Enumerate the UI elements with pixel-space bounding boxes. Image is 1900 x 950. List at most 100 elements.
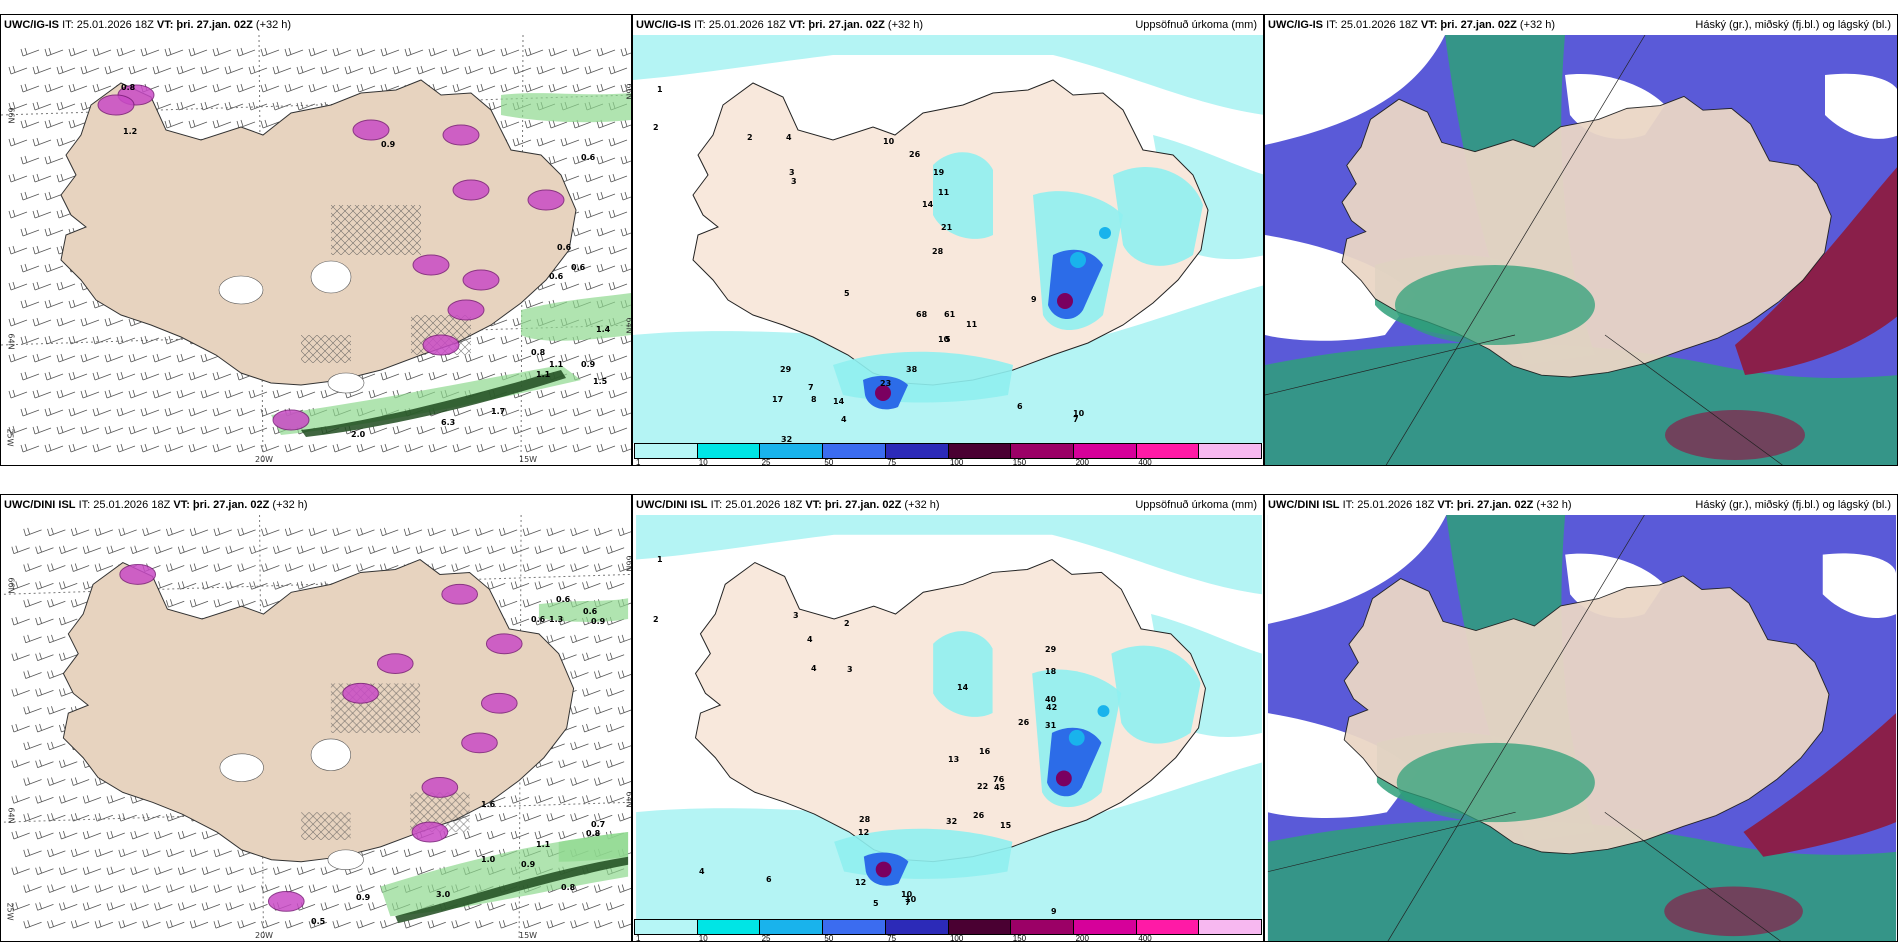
- colorbar-tick: [1199, 458, 1262, 465]
- value-label: 21: [941, 223, 953, 232]
- colorbar-swatch: [1011, 444, 1074, 458]
- value-label: 2: [747, 133, 753, 142]
- value-label: 29: [1045, 645, 1057, 654]
- value-label: 23: [880, 379, 892, 388]
- value-label: 0.6: [571, 263, 586, 272]
- valid-time: þri. 27.jan. 02Z: [192, 499, 270, 511]
- colorbar-swatch: [697, 444, 761, 458]
- value-label: 1.3: [549, 615, 564, 624]
- lat-label-64n: 64N: [6, 333, 16, 350]
- colorbar-swatch: [885, 444, 949, 458]
- value-label: 32: [946, 817, 958, 826]
- colorbar-tick: 50: [824, 934, 834, 942]
- value-label: 26: [973, 811, 985, 820]
- colorbar-tick: 25: [761, 934, 771, 942]
- value-label: 0.9: [356, 893, 371, 902]
- colorbar-tick: 150: [1012, 934, 1027, 942]
- value-label: 4: [811, 664, 817, 673]
- colorbar-tick: 200: [1075, 458, 1089, 466]
- value-label: 11: [938, 188, 950, 197]
- value-label: 22: [977, 782, 989, 791]
- colorbar-swatch: [1073, 920, 1137, 934]
- panel-header: UWC/IG-IS IT: 25.01.2026 18Z VT: þri. 27…: [633, 15, 1263, 35]
- lat-label-66n: 66N: [6, 577, 16, 594]
- lon-label-20w: 20W: [255, 931, 274, 940]
- value-label: 14: [957, 683, 969, 692]
- value-label: 7: [1073, 415, 1079, 424]
- colorbar-swatch: [1136, 444, 1200, 458]
- panel-r1-accum-precip[interactable]: UWC/IG-IS IT: 25.01.2026 18Z VT: þri. 27…: [632, 14, 1264, 466]
- issue-time: IT: 25.01.2026 18Z: [1342, 499, 1435, 511]
- panel-r2-accum-precip[interactable]: UWC/DINI ISL IT: 25.01.2026 18Z VT: þri.…: [632, 494, 1264, 942]
- panel-r1-wind-precip[interactable]: UWC/IG-IS IT: 25.01.2026 18Z VT: þri. 27…: [0, 14, 632, 466]
- value-label: 68: [916, 310, 928, 319]
- panel-r1-clouds[interactable]: UWC/IG-IS IT: 25.01.2026 18Z VT: þri. 27…: [1264, 14, 1898, 466]
- colorbar: 1 10 25 50 75 100 150 200 400: [633, 443, 1263, 465]
- value-label: 2.0: [351, 430, 366, 439]
- lat-label-66n-right: 66N: [624, 555, 632, 572]
- lead-time: (+32 h): [1536, 499, 1572, 511]
- value-label: 11: [966, 320, 978, 329]
- value-label: 6: [766, 875, 772, 884]
- value-label: 3: [791, 177, 797, 186]
- colorbar-tick: 75: [887, 458, 897, 466]
- panel-header: UWC/IG-IS IT: 25.01.2026 18Z VT: þri. 27…: [1, 15, 631, 35]
- value-label: 2: [653, 123, 659, 132]
- value-label: 0.8: [121, 83, 136, 92]
- value-label: 1.2: [123, 127, 138, 136]
- panel-header: UWC/DINI ISL IT: 25.01.2026 18Z VT: þri.…: [1, 495, 631, 515]
- value-label: 0.6: [583, 607, 598, 616]
- panel-header: UWC/DINI ISL IT: 25.01.2026 18Z VT: þri.…: [1265, 495, 1897, 515]
- value-label: 26: [1018, 718, 1030, 727]
- issue-time: IT: 25.01.2026 18Z: [694, 19, 786, 31]
- value-label: 1.5: [593, 377, 608, 386]
- lead-time: (+32 h): [887, 19, 924, 31]
- panel-subtitle: Uppsöfnuð úrkoma (mm): [1135, 19, 1257, 31]
- value-label: 0.8: [586, 829, 601, 838]
- colorbar-tick: 100: [949, 934, 964, 942]
- panel-header: UWC/IG-IS IT: 25.01.2026 18Z VT: þri. 27…: [1265, 15, 1897, 35]
- value-label: 26: [909, 150, 921, 159]
- value-label: 28: [932, 247, 944, 256]
- colorbar-swatch: [635, 920, 698, 934]
- value-label: 31: [1045, 721, 1057, 730]
- value-label: 17: [772, 395, 784, 404]
- model-name: UWC/DINI ISL: [1268, 499, 1340, 511]
- value-label: 8: [811, 395, 817, 404]
- value-label: 5: [945, 335, 951, 344]
- cloud-cover-map: [1267, 515, 1897, 941]
- panel-header: UWC/DINI ISL IT: 25.01.2026 18Z VT: þri.…: [633, 495, 1263, 515]
- value-label: 9: [1031, 295, 1037, 304]
- value-label: 9: [1051, 907, 1057, 916]
- issue-time: IT: 25.01.2026 18Z: [62, 19, 154, 31]
- colorbar-tick: 10: [698, 458, 708, 466]
- valid-time: þri. 27.jan. 02Z: [808, 19, 885, 31]
- value-label: 10: [905, 895, 917, 904]
- value-label: 2: [653, 615, 659, 624]
- value-label: 5: [844, 289, 850, 298]
- value-label: 3.0: [436, 890, 451, 899]
- value-label: 1.6: [481, 800, 496, 809]
- colorbar-tick: 400: [1138, 458, 1152, 466]
- value-label: 0.5: [311, 917, 326, 926]
- colorbar-tick: 1: [636, 458, 641, 466]
- lon-label-25w: 25W: [5, 428, 15, 447]
- value-label: 3: [789, 168, 795, 177]
- issue-time: IT: 25.01.2026 18Z: [710, 499, 803, 511]
- colorbar-tick: 150: [1012, 458, 1027, 466]
- panel-r2-wind-precip[interactable]: UWC/DINI ISL IT: 25.01.2026 18Z VT: þri.…: [0, 494, 632, 942]
- value-label: 0.9: [591, 617, 606, 626]
- panel-r2-clouds[interactable]: UWC/DINI ISL IT: 25.01.2026 18Z VT: þri.…: [1264, 494, 1898, 942]
- value-label: 0.8: [561, 883, 576, 892]
- colorbar-swatch: [760, 920, 824, 934]
- value-label: 0.8: [531, 348, 546, 357]
- value-label: 42: [1046, 703, 1058, 712]
- wind-barb-map: [3, 515, 631, 941]
- colorbar-tick: 50: [824, 458, 834, 466]
- value-label: 0.6: [549, 272, 564, 281]
- lead-time: (+32 h): [255, 19, 292, 31]
- value-label: 28: [859, 815, 871, 824]
- accumulated-precip-map: [636, 515, 1262, 921]
- value-label: 13: [948, 755, 960, 764]
- value-label: 61: [944, 310, 956, 319]
